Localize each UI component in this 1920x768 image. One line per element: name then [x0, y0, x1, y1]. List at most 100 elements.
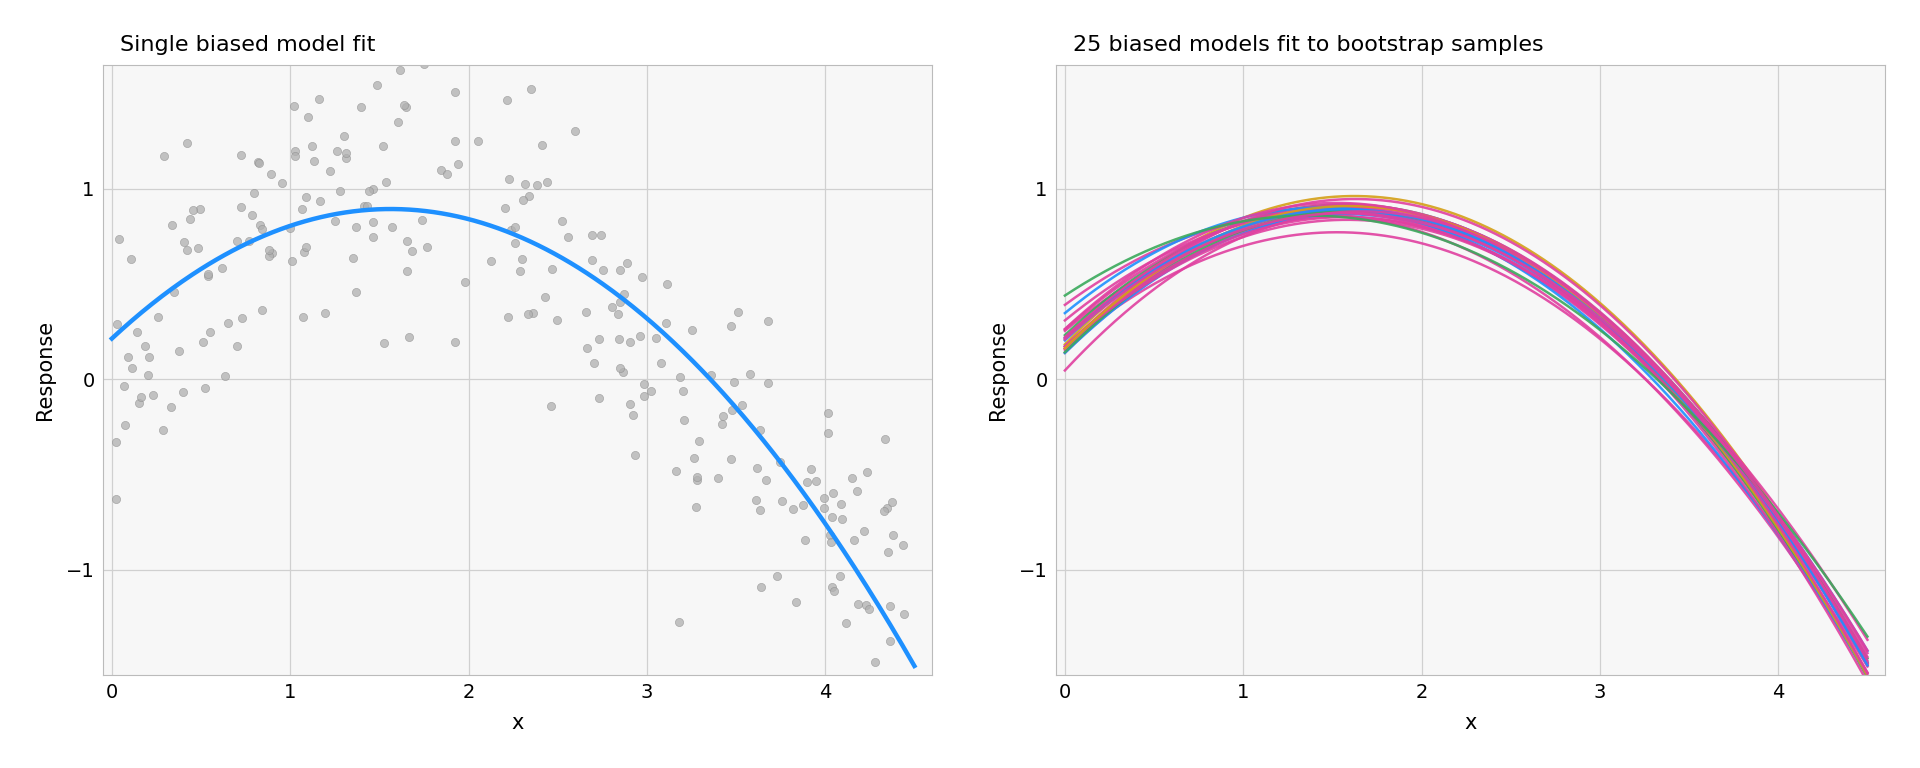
Point	[668, 414, 699, 426]
Point	[812, 427, 843, 439]
Point	[818, 487, 849, 499]
Y-axis label: Response: Response	[987, 319, 1008, 420]
Point	[492, 94, 522, 106]
Point	[476, 254, 507, 266]
Point	[246, 219, 276, 231]
Point	[290, 191, 321, 204]
Point	[559, 125, 589, 137]
Point	[246, 223, 276, 235]
Point	[134, 351, 165, 363]
Point	[668, 385, 699, 397]
Point	[376, 220, 407, 233]
Point	[614, 399, 645, 411]
Point	[745, 505, 776, 517]
Point	[342, 220, 372, 233]
Point	[363, 78, 394, 91]
Point	[716, 403, 747, 415]
Point	[276, 255, 307, 267]
Point	[695, 369, 726, 382]
Point	[576, 253, 607, 266]
Point	[323, 38, 353, 50]
Point	[612, 257, 643, 269]
Point	[280, 151, 311, 163]
Point	[618, 409, 649, 422]
Point	[102, 318, 132, 330]
Point	[156, 219, 186, 231]
Point	[303, 93, 334, 105]
Point	[288, 311, 319, 323]
Point	[246, 304, 276, 316]
Point	[113, 351, 144, 363]
Point	[841, 485, 872, 498]
Point	[826, 498, 856, 510]
Point	[490, 201, 520, 214]
Point	[238, 187, 269, 199]
Point	[175, 213, 205, 225]
Point	[384, 65, 415, 77]
Point	[518, 307, 549, 319]
Point	[849, 525, 879, 537]
Point	[167, 386, 198, 399]
Point	[148, 423, 179, 435]
Point	[764, 455, 795, 468]
Point	[651, 317, 682, 329]
Point	[127, 391, 157, 403]
Point	[182, 241, 213, 253]
Point	[753, 314, 783, 326]
Point	[192, 270, 223, 283]
Point	[664, 370, 695, 382]
Point	[733, 368, 764, 380]
Point	[298, 155, 328, 167]
Point	[253, 244, 284, 257]
Point	[630, 378, 660, 390]
Point	[132, 369, 163, 381]
Point	[603, 308, 634, 320]
Point	[741, 462, 772, 474]
Point	[392, 265, 422, 277]
Point	[413, 240, 444, 253]
Point	[745, 581, 776, 593]
Point	[787, 499, 818, 511]
Point	[115, 253, 146, 266]
Point	[801, 475, 831, 487]
Point	[580, 356, 611, 369]
Point	[576, 229, 607, 241]
Point	[207, 262, 238, 274]
Point	[816, 511, 847, 523]
Point	[353, 185, 384, 197]
Point	[682, 501, 712, 513]
Point	[157, 286, 188, 299]
Point	[778, 503, 808, 515]
Point	[117, 362, 148, 375]
Point	[315, 164, 346, 177]
Point	[626, 271, 657, 283]
Point	[762, 570, 793, 582]
Point	[684, 435, 714, 447]
Point	[789, 534, 820, 546]
Point	[605, 362, 636, 374]
Point	[192, 268, 223, 280]
Point	[148, 151, 179, 163]
Point	[324, 185, 355, 197]
Point	[837, 472, 868, 484]
Point	[862, 675, 893, 687]
Point	[605, 333, 636, 345]
Point	[286, 203, 317, 215]
Point	[718, 376, 749, 389]
Point	[645, 356, 676, 369]
Point	[426, 164, 457, 176]
Point	[716, 319, 747, 332]
Point	[278, 100, 309, 112]
Text: 25 biased models fit to bootstrap samples: 25 biased models fit to bootstrap sample…	[1073, 35, 1544, 55]
Point	[515, 190, 545, 203]
Point	[814, 529, 845, 541]
Point	[392, 235, 422, 247]
Point	[858, 680, 889, 693]
Point	[572, 342, 603, 354]
Point	[349, 200, 380, 212]
Point	[499, 237, 530, 249]
Point	[860, 656, 891, 668]
Point	[628, 390, 659, 402]
Point	[851, 599, 881, 611]
Point	[221, 234, 252, 247]
